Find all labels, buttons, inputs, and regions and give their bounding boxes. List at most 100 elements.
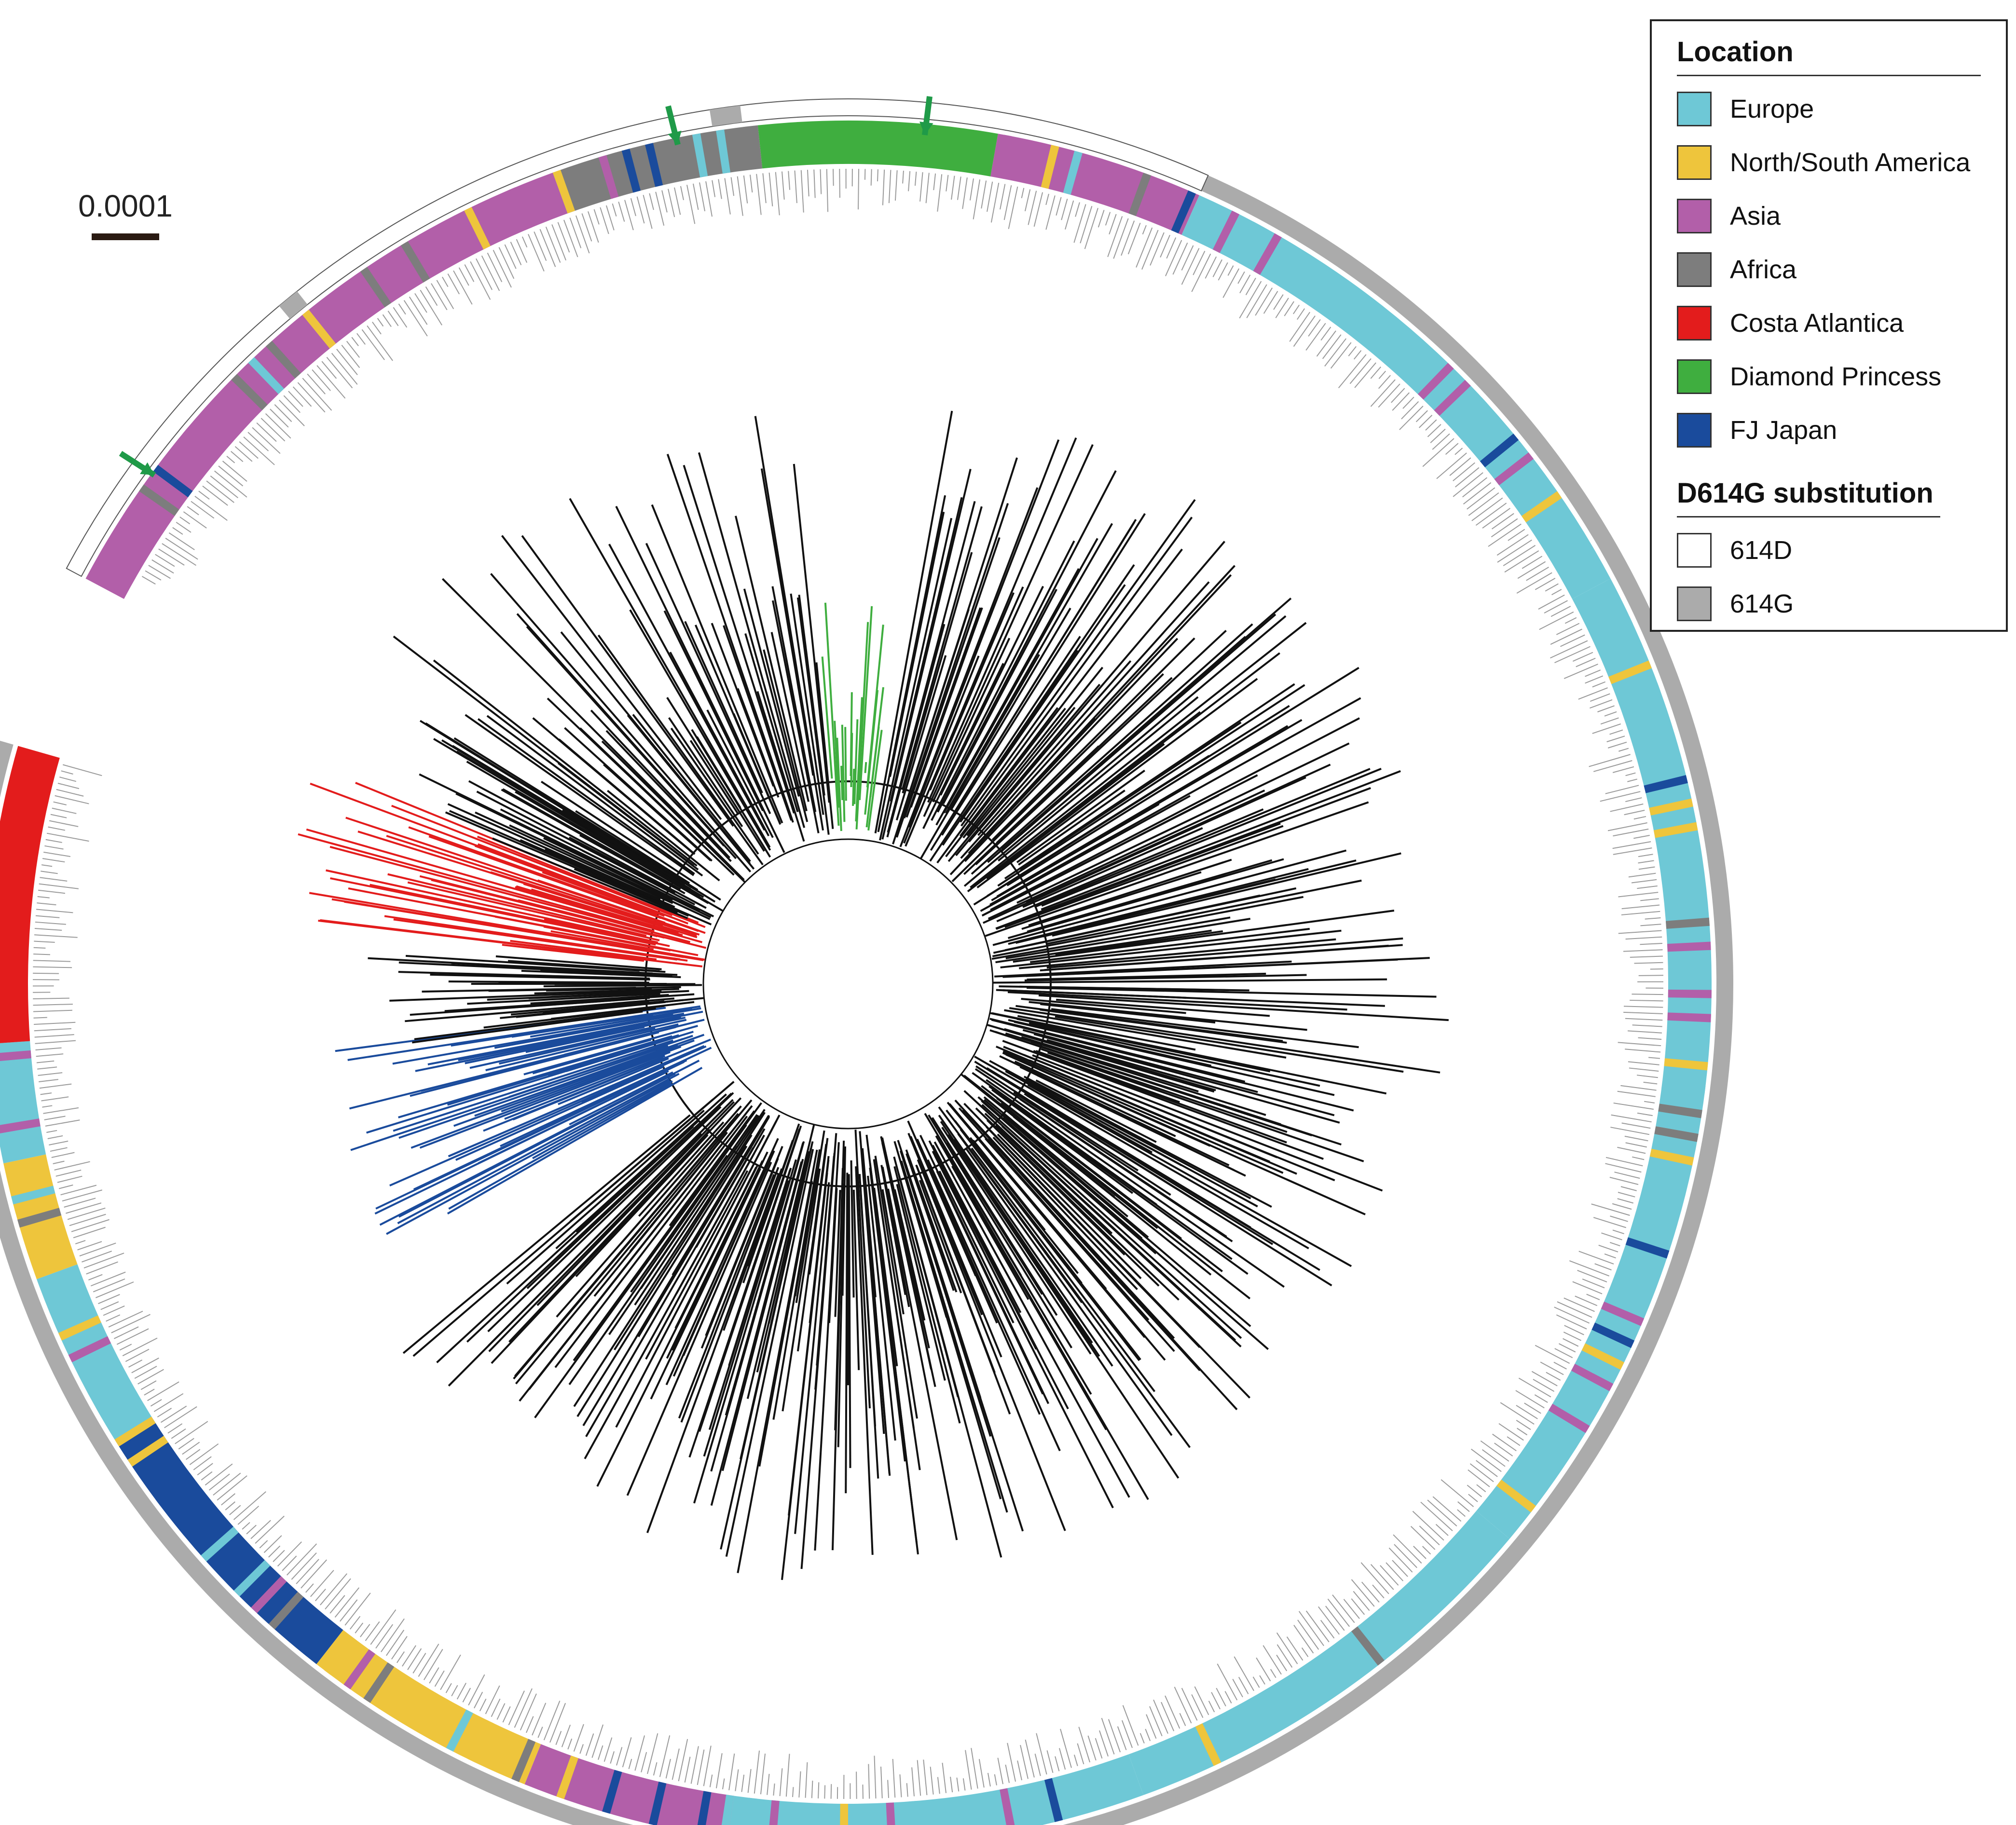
- tip-mark: [1293, 1624, 1314, 1654]
- tip-mark: [1564, 1325, 1584, 1335]
- branch: [1003, 989, 1385, 1007]
- tip-mark: [1046, 1750, 1054, 1773]
- branch: [963, 1090, 1236, 1341]
- tip-mark: [1462, 477, 1488, 498]
- tip-mark: [1325, 1606, 1345, 1631]
- branch: [917, 1159, 1066, 1531]
- tip-mark: [1638, 975, 1663, 976]
- tip-mark: [830, 1784, 832, 1799]
- branch: [613, 1134, 753, 1350]
- branch: [615, 505, 785, 853]
- branch: [557, 762, 699, 871]
- tip-mark: [1604, 1253, 1616, 1259]
- tip-mark: [1617, 1146, 1646, 1154]
- tip-mark: [1308, 319, 1321, 337]
- location-stripe: [446, 1709, 473, 1752]
- location-stripe: [598, 155, 619, 199]
- location-stripe: [233, 1560, 271, 1597]
- tip-mark: [1550, 606, 1571, 617]
- tip-mark: [1621, 911, 1660, 915]
- tip-mark: [593, 209, 600, 225]
- tip-mark: [69, 1213, 106, 1226]
- tip-mark: [1497, 539, 1532, 563]
- tip-mark: [672, 1748, 680, 1780]
- tip-mark: [1638, 860, 1654, 864]
- branch: [485, 1023, 679, 1072]
- tip-mark: [987, 1772, 991, 1787]
- tip-mark: [206, 480, 234, 503]
- tip-mark: [737, 176, 743, 216]
- branch: [948, 1103, 1107, 1290]
- tip-mark: [722, 1778, 725, 1790]
- branch: [558, 1057, 669, 1105]
- tip-mark: [1563, 1331, 1582, 1341]
- tip-mark: [37, 902, 56, 906]
- tip-mark: [1298, 1611, 1324, 1647]
- branch: [1042, 859, 1357, 938]
- tip-mark: [1165, 240, 1182, 276]
- branch: [516, 1001, 666, 1018]
- tip-mark: [811, 1781, 813, 1798]
- branch: [756, 691, 805, 842]
- branch: [515, 1099, 753, 1385]
- tip-mark: [423, 1648, 443, 1680]
- branch: [580, 844, 696, 906]
- branch: [989, 1018, 1246, 1083]
- location-stripe: [1044, 1778, 1063, 1822]
- tip-mark: [1576, 657, 1596, 667]
- tip-mark: [55, 1170, 82, 1177]
- tip-mark: [321, 361, 337, 379]
- branch: [867, 730, 883, 831]
- tip-mark: [1425, 419, 1437, 431]
- tip-mark: [1378, 375, 1391, 389]
- tip-mark: [83, 1253, 124, 1269]
- swatch-america: [1677, 145, 1712, 180]
- tip-mark: [1491, 513, 1514, 530]
- tip-mark: [282, 1555, 297, 1571]
- legend-label: North/South America: [1730, 148, 1971, 177]
- tip-mark: [624, 200, 634, 231]
- tip-mark: [79, 1242, 116, 1257]
- branch: [981, 1100, 1157, 1254]
- swatch-diamond: [1677, 359, 1712, 394]
- branch: [318, 919, 703, 967]
- arrow-head: [668, 130, 682, 145]
- tip-mark: [38, 1072, 63, 1076]
- tip-mark: [259, 1540, 268, 1549]
- tip-mark: [743, 175, 748, 204]
- branch: [632, 714, 751, 862]
- tip-mark: [34, 928, 62, 931]
- tip-mark: [1539, 611, 1574, 630]
- branch: [466, 761, 724, 912]
- tip-mark: [1327, 1598, 1350, 1627]
- tip-mark: [1121, 1720, 1133, 1748]
- location-stripe: [1658, 1103, 1702, 1118]
- branch: [998, 696, 1199, 862]
- branch: [989, 697, 1361, 906]
- tip-mark: [563, 219, 578, 258]
- branch: [453, 1044, 678, 1127]
- tip-mark: [1617, 1198, 1634, 1204]
- tip-mark: [160, 1405, 187, 1423]
- tip-mark: [1625, 936, 1662, 940]
- branch: [733, 713, 781, 824]
- branch: [1013, 1091, 1171, 1196]
- location-segment: [524, 1744, 734, 1825]
- tip-mark: [779, 1768, 783, 1797]
- branch: [951, 607, 1071, 809]
- tip-mark: [1293, 304, 1300, 314]
- tip-mark: [226, 456, 235, 463]
- tip-mark: [724, 178, 731, 215]
- tip-mark: [824, 1785, 826, 1799]
- location-stripe: [1590, 616, 1633, 642]
- tip-mark: [1378, 383, 1400, 408]
- location-stripe: [324, 1635, 357, 1675]
- branch: [960, 1129, 1140, 1362]
- branch: [499, 1027, 656, 1065]
- tip-mark: [818, 1782, 820, 1798]
- branch: [905, 437, 1077, 847]
- scale-bar-line: [92, 233, 159, 240]
- branch: [959, 649, 1078, 822]
- branch: [477, 843, 689, 925]
- branch: [573, 1102, 762, 1362]
